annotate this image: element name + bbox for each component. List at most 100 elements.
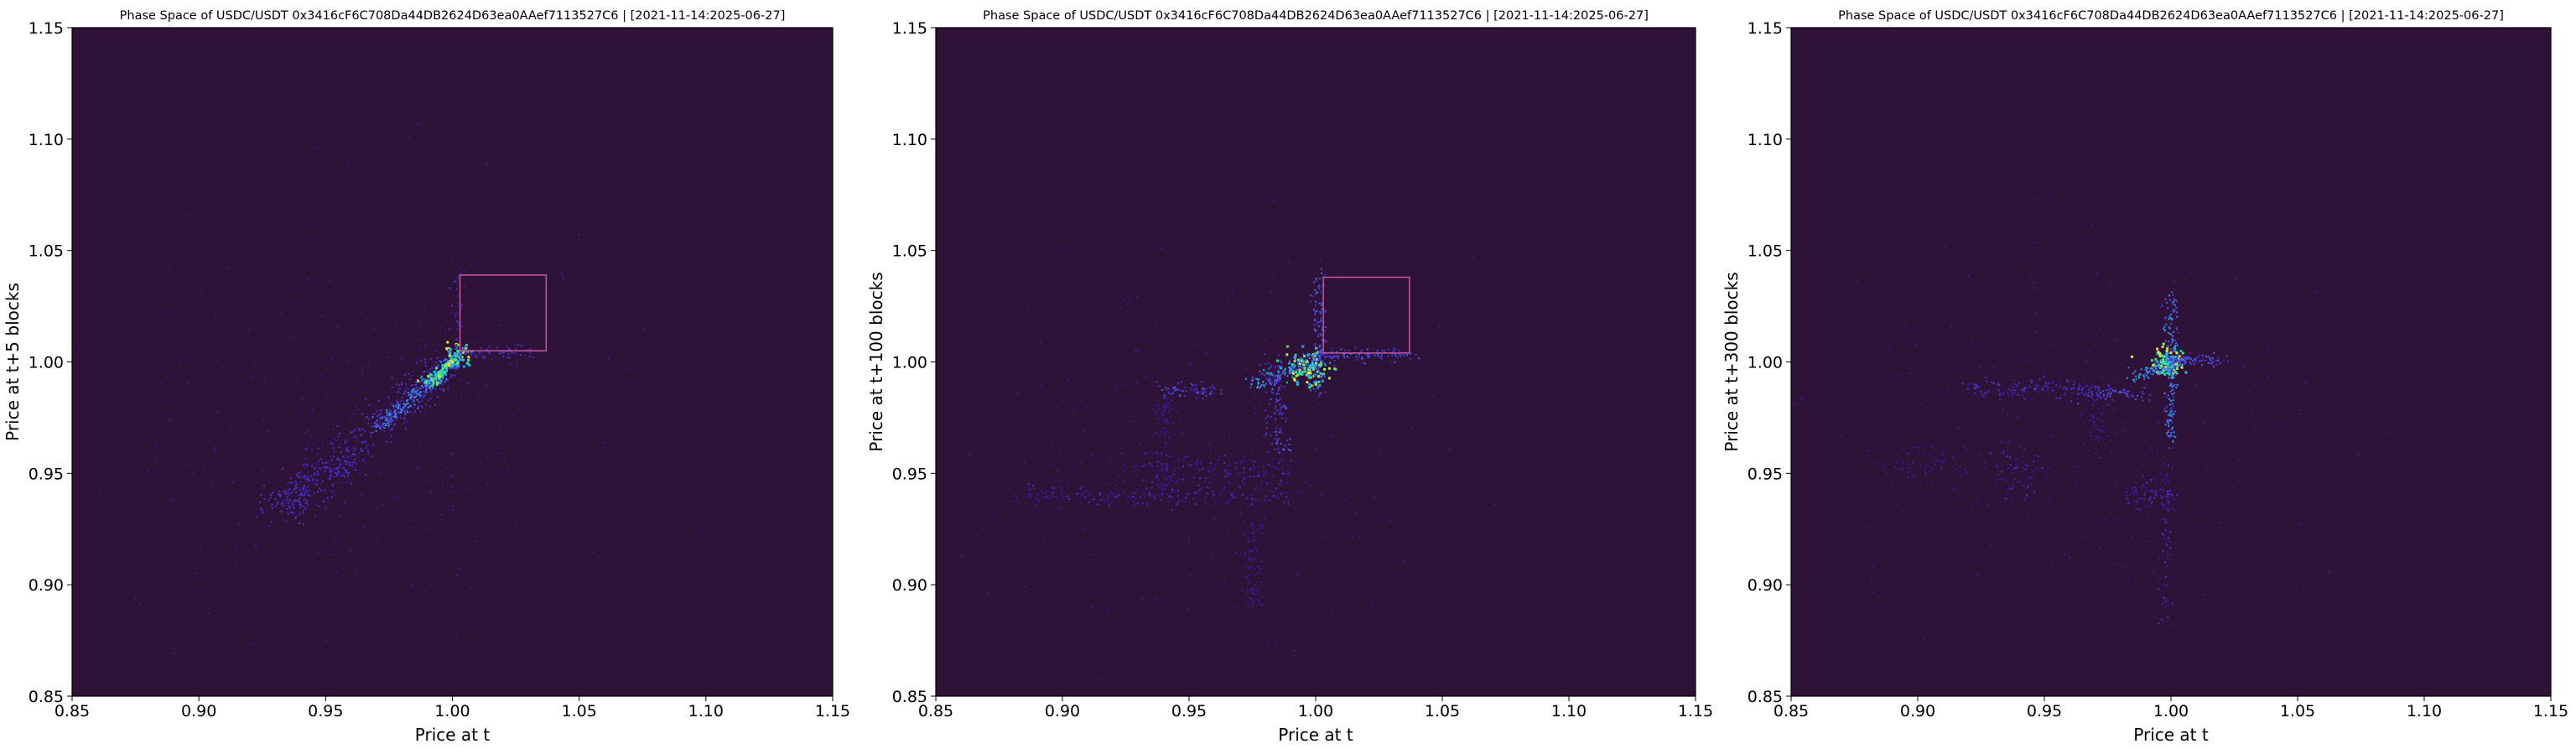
density-cell <box>2009 456 2012 459</box>
density-cell <box>1115 497 1118 498</box>
density-cell <box>1976 387 1978 389</box>
density-cell <box>1335 355 1337 357</box>
density-cell <box>340 471 342 474</box>
density-cell <box>2144 506 2147 508</box>
density-cell <box>295 473 298 476</box>
density-cell <box>1249 345 1252 347</box>
density-cell <box>2137 498 2139 501</box>
density-cell <box>1840 435 1842 438</box>
density-cell <box>1997 473 1999 476</box>
density-cell <box>2174 410 2176 413</box>
density-cell <box>1258 475 1260 476</box>
density-cell <box>424 358 426 361</box>
density-cell <box>454 367 457 370</box>
density-cell <box>1176 409 1178 412</box>
density-cell <box>1321 348 1323 351</box>
density-cell <box>2125 393 2127 395</box>
density-cell <box>1288 360 1291 362</box>
density-cell <box>1163 397 1166 398</box>
density-cell <box>2172 375 2174 377</box>
density-cell <box>379 427 382 429</box>
density-cell <box>1250 450 1253 453</box>
density-cell <box>2168 398 2171 400</box>
density-cell <box>1156 476 1158 478</box>
density-cell <box>254 544 257 547</box>
density-cell <box>2016 416 2018 419</box>
density-cell <box>1302 363 1306 366</box>
density-cell <box>420 444 423 446</box>
density-cell <box>1168 437 1170 440</box>
density-cell <box>1110 492 1113 494</box>
density-cell <box>1333 364 1336 367</box>
density-cell <box>1160 499 1162 502</box>
density-cell <box>1309 372 1312 375</box>
density-cell <box>1383 349 1385 351</box>
density-cell <box>1259 388 1261 390</box>
density-cell <box>2189 361 2191 363</box>
density-cell <box>1244 471 1246 473</box>
density-cell <box>2251 409 2254 412</box>
density-cell <box>456 282 459 284</box>
density-cell <box>1308 367 1311 371</box>
density-cell <box>2166 396 2168 398</box>
density-cell <box>2164 606 2167 609</box>
density-cell <box>2169 540 2172 543</box>
density-cell <box>2082 381 2085 383</box>
density-cell <box>290 505 293 507</box>
density-cell <box>377 423 379 425</box>
density-cell <box>308 490 310 492</box>
density-cell <box>1202 393 1204 395</box>
density-cell <box>1227 476 1229 477</box>
density-cell <box>1317 335 1320 337</box>
density-cell <box>1394 353 1396 356</box>
density-cell <box>1270 383 1272 386</box>
density-cell <box>2152 364 2155 367</box>
density-cell <box>1208 481 1211 484</box>
density-cell <box>1308 367 1311 369</box>
density-cell <box>354 429 356 431</box>
density-cell <box>304 458 307 460</box>
density-cell <box>2199 354 2201 356</box>
density-cell <box>455 344 458 346</box>
density-cell <box>327 476 330 479</box>
y-tick-label: 0.95 <box>29 465 64 483</box>
density-cell <box>1154 497 1156 499</box>
density-cell <box>2162 358 2165 361</box>
density-cell <box>1285 420 1287 423</box>
density-cell <box>350 549 352 552</box>
density-cell <box>1038 500 1040 502</box>
density-cell <box>402 403 404 405</box>
density-cell <box>1249 386 1252 388</box>
density-cell <box>1277 370 1280 372</box>
density-cell <box>277 616 278 618</box>
density-cell <box>379 420 382 423</box>
density-cell <box>2132 394 2134 397</box>
density-cell <box>1280 407 1282 409</box>
density-cell <box>1243 533 1245 536</box>
density-cell <box>402 417 405 419</box>
density-cell <box>393 406 395 408</box>
density-cell <box>1212 468 1214 471</box>
y-tick-label: 1.10 <box>29 131 64 149</box>
density-cell <box>1314 343 1317 346</box>
density-cell <box>347 360 350 362</box>
density-cell <box>1402 353 1405 356</box>
density-cell <box>1165 466 1167 468</box>
density-cell <box>2026 360 2028 362</box>
density-cell <box>422 394 424 397</box>
density-cell <box>330 469 332 471</box>
density-cell <box>1129 498 1131 501</box>
density-cell <box>2168 489 2169 492</box>
density-cell <box>1174 386 1176 388</box>
density-cell <box>1321 352 1323 355</box>
density-cell <box>1239 472 1241 474</box>
density-cell <box>1907 476 1909 479</box>
density-cell <box>2168 359 2171 361</box>
density-cell <box>2076 466 2078 468</box>
density-cell <box>208 612 210 615</box>
density-cell <box>1239 462 1242 465</box>
density-cell <box>2052 389 2054 392</box>
density-cell <box>2166 347 2169 350</box>
density-cell <box>1943 459 1945 461</box>
density-cell <box>1270 374 1272 376</box>
